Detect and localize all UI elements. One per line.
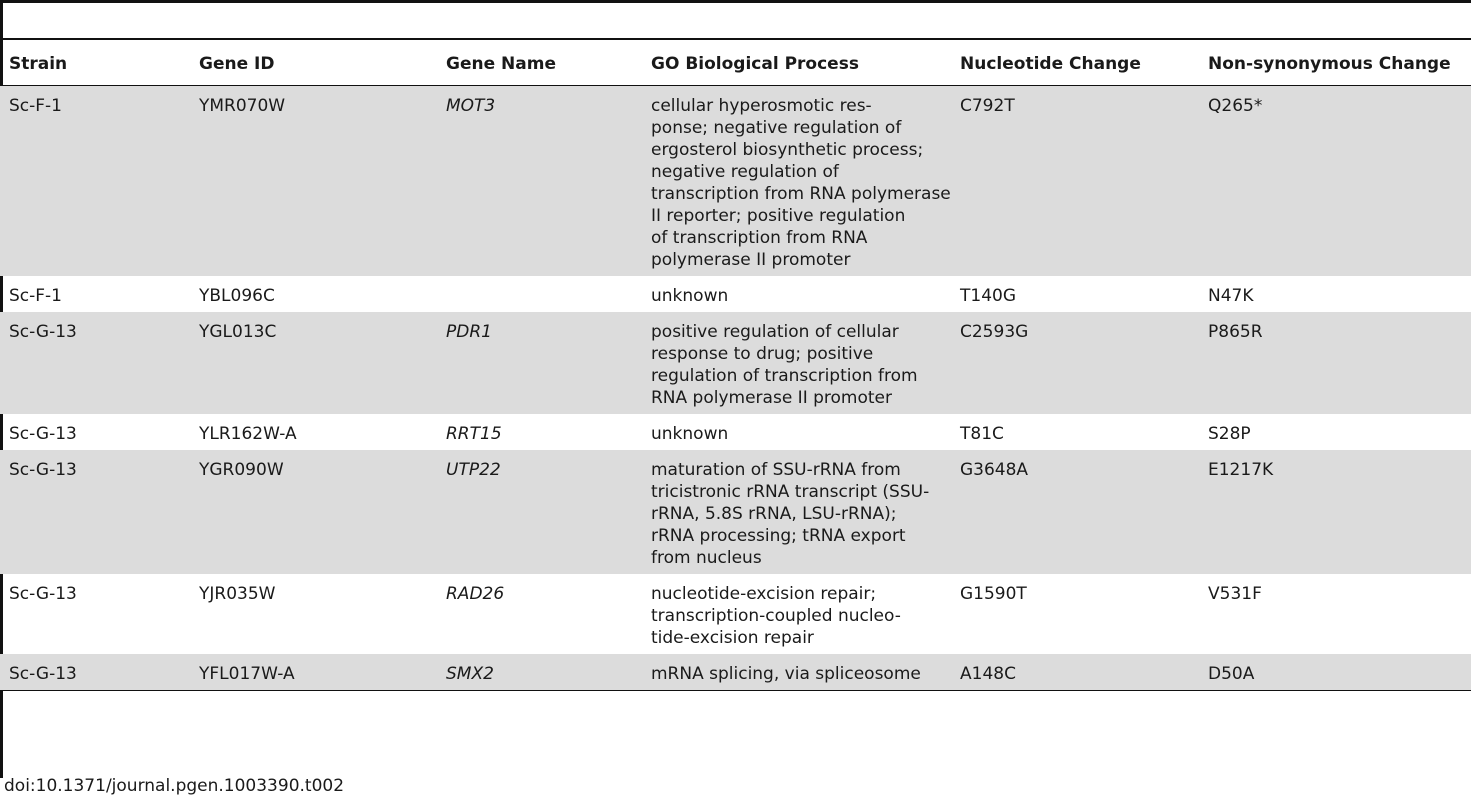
table-row: Sc-F-1 YMR070W MOT3 cellular hyperosmotic r… [0,85,1471,276]
cell-go-process: nucleotide-excision repair; transcription… [651,584,901,648]
cell-nucleotide-change: T140G [960,286,1017,306]
cell-go-process: unknown [651,286,729,306]
mutations-table: Strain Gene ID Gene Name GO Biological P… [0,40,1471,691]
cell-nonsyn-change: N47K [1208,286,1254,306]
cell-gene-name: SMX2 [437,654,642,691]
header-gene-name: Gene Name [437,40,642,86]
cell-nucleotide-change: C2593G [951,312,1199,414]
cell-go-process: cellular hyperosmotic res-ponse; negativ… [642,85,951,276]
header-row: Strain Gene ID Gene Name GO Biological P… [0,40,1471,86]
cell-nonsyn-change: E1217K [1199,450,1471,574]
cell-gene-id: YGR090W [190,450,437,574]
cell-strain: Sc-G-13 [9,584,77,604]
cell-strain: Sc-F-1 [0,85,190,276]
table-row: Sc-G-13 YGL013C PDR1 positive regulation of… [0,312,1471,414]
cell-strain: Sc-G-13 [0,450,190,574]
cell-gene-id: YGL013C [190,312,437,414]
cell-gene-name [437,276,642,312]
cell-go-process: maturation of SSU-rRNA from tricistronic … [642,450,951,574]
table-row: Sc-G-13 YLR162W-A RRT15 unknown T81C S28P [0,414,1471,450]
table-row: Sc-G-13 YFL017W-A SMX2 mRNA splicing, via s… [0,654,1471,691]
cell-gene-name: RRT15 [446,424,502,444]
cell-nucleotide-change: C792T [951,85,1199,276]
cell-nonsyn-change: S28P [1208,424,1251,444]
cell-nonsyn-change: D50A [1199,654,1471,691]
cell-nucleotide-change: G3648A [951,450,1199,574]
cell-nonsyn-change: Q265* [1199,85,1471,276]
table-body: Sc-F-1 YMR070W MOT3 cellular hyperosmotic r… [0,85,1471,691]
cell-gene-id: YBL096C [199,286,275,306]
cell-go-process: mRNA splicing, via spliceosome [642,654,951,691]
cell-gene-name: UTP22 [437,450,642,574]
header-gene-id: Gene ID [190,40,437,86]
header-go-process: GO Biological Process [642,40,951,86]
cell-strain: Sc-G-13 [0,654,190,691]
cell-gene-id: YMR070W [190,85,437,276]
cell-gene-name: MOT3 [437,85,642,276]
cell-strain: Sc-G-13 [9,424,77,444]
header-strain: Strain [0,40,190,86]
cell-nucleotide-change: T81C [960,424,1004,444]
top-border-rule [0,0,1471,3]
cell-gene-name: RAD26 [446,584,505,604]
cell-gene-id: YJR035W [199,584,276,604]
cell-go-process: positive regulation of cellular response … [642,312,951,414]
cell-nucleotide-change: G1590T [960,584,1027,604]
header-nonsyn-change: Non-synonymous Change [1199,40,1471,86]
header-top-rule [0,38,1471,40]
table-row: Sc-G-13 YJR035W RAD26 nucleotide-excision r… [0,574,1471,654]
table-row: Sc-F-1 YBL096C unknown T140G N47K [0,276,1471,312]
doi-caption: doi:10.1371/journal.pgen.1003390.t002 [4,776,345,796]
cell-gene-name: PDR1 [437,312,642,414]
cell-gene-id: YLR162W-A [199,424,297,444]
cell-nonsyn-change: V531F [1208,584,1262,604]
cell-go-process: unknown [651,424,729,444]
cell-strain: Sc-F-1 [9,286,63,306]
cell-nucleotide-change: A148C [951,654,1199,691]
cell-strain: Sc-G-13 [0,312,190,414]
cell-gene-id: YFL017W-A [190,654,437,691]
header-nucleotide-change: Nucleotide Change [951,40,1199,86]
table-row: Sc-G-13 YGR090W UTP22 maturation of SSU-rRN… [0,450,1471,574]
cell-nonsyn-change: P865R [1199,312,1471,414]
